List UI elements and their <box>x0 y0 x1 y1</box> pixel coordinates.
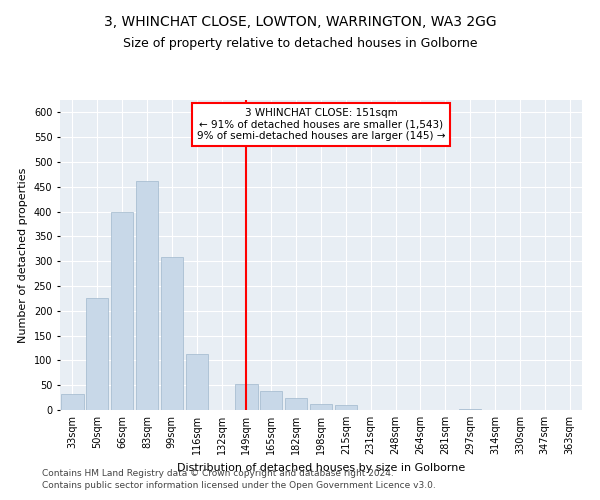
Text: Contains public sector information licensed under the Open Government Licence v3: Contains public sector information licen… <box>42 481 436 490</box>
Text: 3, WHINCHAT CLOSE, LOWTON, WARRINGTON, WA3 2GG: 3, WHINCHAT CLOSE, LOWTON, WARRINGTON, W… <box>104 15 496 29</box>
Bar <box>260 391 283 410</box>
Bar <box>235 384 257 410</box>
Bar <box>86 298 109 410</box>
Bar <box>161 257 183 410</box>
Bar <box>335 404 357 410</box>
Bar <box>61 394 83 410</box>
Bar <box>136 181 158 410</box>
Bar <box>459 408 481 410</box>
Bar <box>111 212 133 410</box>
Text: Size of property relative to detached houses in Golborne: Size of property relative to detached ho… <box>123 38 477 51</box>
Text: Contains HM Land Registry data © Crown copyright and database right 2024.: Contains HM Land Registry data © Crown c… <box>42 468 394 477</box>
X-axis label: Distribution of detached houses by size in Golborne: Distribution of detached houses by size … <box>177 462 465 472</box>
Bar <box>310 404 332 410</box>
Y-axis label: Number of detached properties: Number of detached properties <box>18 168 28 342</box>
Bar <box>185 354 208 410</box>
Text: 3 WHINCHAT CLOSE: 151sqm
← 91% of detached houses are smaller (1,543)
9% of semi: 3 WHINCHAT CLOSE: 151sqm ← 91% of detach… <box>197 108 445 141</box>
Bar <box>285 398 307 410</box>
